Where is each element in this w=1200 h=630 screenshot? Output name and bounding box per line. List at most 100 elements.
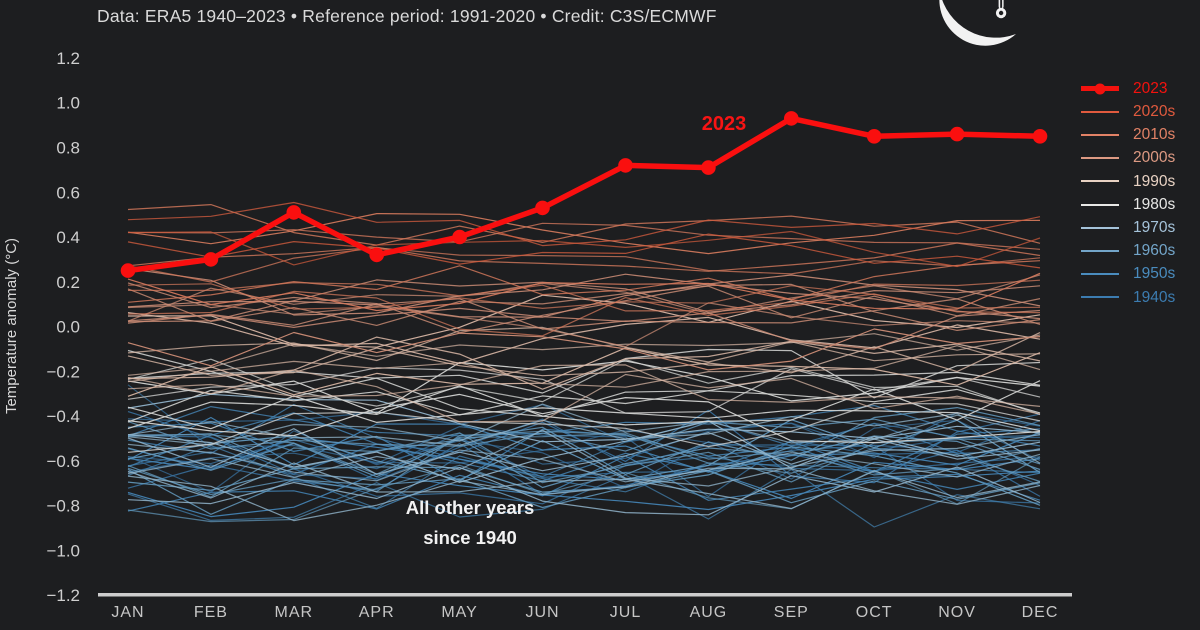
year-line-1982: [127, 395, 1041, 432]
legend-swatch-2020s: [1081, 110, 1119, 113]
x-axis-line: [98, 593, 1072, 597]
y-tick-−0.6: −0.6: [46, 452, 80, 471]
y-tick-−0.8: −0.8: [46, 497, 80, 516]
y-tick-0.6: 0.6: [56, 183, 80, 202]
series-2023-point-nov: [949, 126, 965, 142]
x-tick-apr: APR: [359, 604, 395, 621]
year-line-1981: [127, 367, 1041, 414]
year-line-1996: [127, 345, 1041, 388]
year-line-1962: [127, 419, 1041, 481]
year-line-1984: [127, 393, 1041, 444]
year-line-1954: [127, 445, 1041, 509]
legend-swatch-2010s: [1081, 133, 1119, 136]
year-line-1958: [127, 404, 1041, 447]
legend-item-1970s: 1970s: [1081, 216, 1175, 239]
legend-swatch-1980s: [1081, 203, 1119, 206]
year-line-1985: [127, 402, 1041, 453]
legend-swatch-dot: [1094, 83, 1106, 95]
year-line-1978: [127, 420, 1041, 483]
year-line-1991: [127, 336, 1041, 390]
year-line-1943: [127, 422, 1041, 473]
y-axis-title: Temperature anomaly (°C): [3, 238, 20, 414]
series-2023-point-feb: [203, 252, 219, 267]
year-line-1980: [127, 380, 1041, 430]
year-line-2007: [127, 268, 1041, 320]
series-2023-point-may: [452, 229, 467, 245]
logo-thermometer-icon: [995, 0, 1007, 19]
year-line-1969: [127, 432, 1041, 476]
background-year-lines: [127, 201, 1041, 528]
year-line-2000: [127, 328, 1041, 371]
year-line-1975: [127, 443, 1041, 483]
year-line-2001: [127, 302, 1041, 348]
legend-label-2010s: 2010s: [1133, 126, 1176, 144]
series-2023-point-apr: [369, 247, 385, 263]
series-2023-point-jan: [120, 263, 136, 278]
legend-swatch-1950s: [1081, 273, 1119, 276]
y-tick-−1.0: −1.0: [46, 541, 80, 560]
year-line-2014: [127, 260, 1041, 303]
legend-swatch-2000s: [1081, 157, 1119, 160]
annotation-other-years-line1: All other years: [406, 497, 535, 518]
legend-label-1970s: 1970s: [1133, 218, 1176, 236]
x-tick-feb: FEB: [194, 604, 228, 621]
c3s-logo: [939, 0, 1016, 46]
legend-label-1990s: 1990s: [1133, 172, 1176, 190]
legend-swatch-2023: [1081, 83, 1119, 95]
legend-item-1960s: 1960s: [1081, 239, 1175, 262]
year-line-1976: [127, 466, 1041, 516]
year-line-1960: [127, 430, 1041, 496]
year-line-2022: [127, 230, 1041, 268]
year-line-2017: [127, 222, 1041, 250]
year-line-1994: [127, 347, 1041, 397]
legend-swatch-1960s: [1081, 249, 1119, 252]
series-2023-point-aug: [701, 160, 716, 175]
legend-label-1950s: 1950s: [1133, 265, 1176, 283]
annotation-other-years-line2: since 1940: [423, 527, 517, 548]
legend-swatch-1970s: [1081, 226, 1119, 229]
year-line-1987: [127, 371, 1041, 417]
legend-item-1990s: 1990s: [1081, 170, 1175, 193]
chart-subtitle: Data: ERA5 1940–2023 • Reference period:…: [97, 6, 717, 26]
year-line-1970: [127, 429, 1041, 487]
y-tick-−1.2: −1.2: [46, 586, 80, 605]
year-line-1956: [127, 470, 1041, 518]
y-tick-1.0: 1.0: [56, 94, 80, 113]
year-line-1974: [127, 467, 1041, 522]
legend-item-1950s: 1950s: [1081, 263, 1175, 286]
legend-item-2010s: 2010s: [1081, 123, 1175, 146]
legend-label-1960s: 1960s: [1133, 242, 1176, 260]
x-axis-labels: JAN FEB MAR APR MAY JUN JUL AUG SEP OCT NOV DEC: [111, 604, 1059, 621]
legend-item-2020s: 2020s: [1081, 100, 1175, 123]
x-tick-jun: JUN: [525, 604, 559, 621]
y-tick-−0.2: −0.2: [46, 362, 80, 381]
y-tick-−0.4: −0.4: [46, 407, 80, 426]
legend-swatch-1940s: [1081, 296, 1119, 299]
year-line-1952: [127, 412, 1041, 482]
year-line-2003: [127, 285, 1041, 326]
x-tick-oct: OCT: [856, 604, 893, 621]
year-line-1995: [127, 333, 1041, 376]
year-line-1957: [127, 416, 1041, 473]
year-line-2012: [127, 283, 1041, 310]
series-2023-point-oct: [866, 129, 882, 144]
year-line-1983: [127, 358, 1041, 416]
series-2023-point-mar: [286, 205, 302, 220]
series-2023-line: [125, 115, 1043, 274]
legend-label-2023: 2023: [1133, 79, 1168, 97]
legend-item-1980s: 1980s: [1081, 193, 1175, 216]
year-line-2019: [127, 213, 1041, 255]
year-line-2013: [127, 272, 1041, 312]
year-line-2002: [127, 282, 1041, 334]
legend-item-2000s: 2000s: [1081, 147, 1175, 170]
year-line-2021: [127, 233, 1041, 269]
year-line-1992: [127, 369, 1041, 423]
year-line-2006: [127, 274, 1041, 318]
series-2023: [120, 111, 1048, 278]
legend-label-1980s: 1980s: [1133, 195, 1176, 213]
series-2023-point-dec: [1032, 129, 1048, 144]
year-line-1986: [127, 388, 1041, 423]
y-tick-0.2: 0.2: [56, 273, 80, 292]
x-tick-dec: DEC: [1022, 604, 1059, 621]
